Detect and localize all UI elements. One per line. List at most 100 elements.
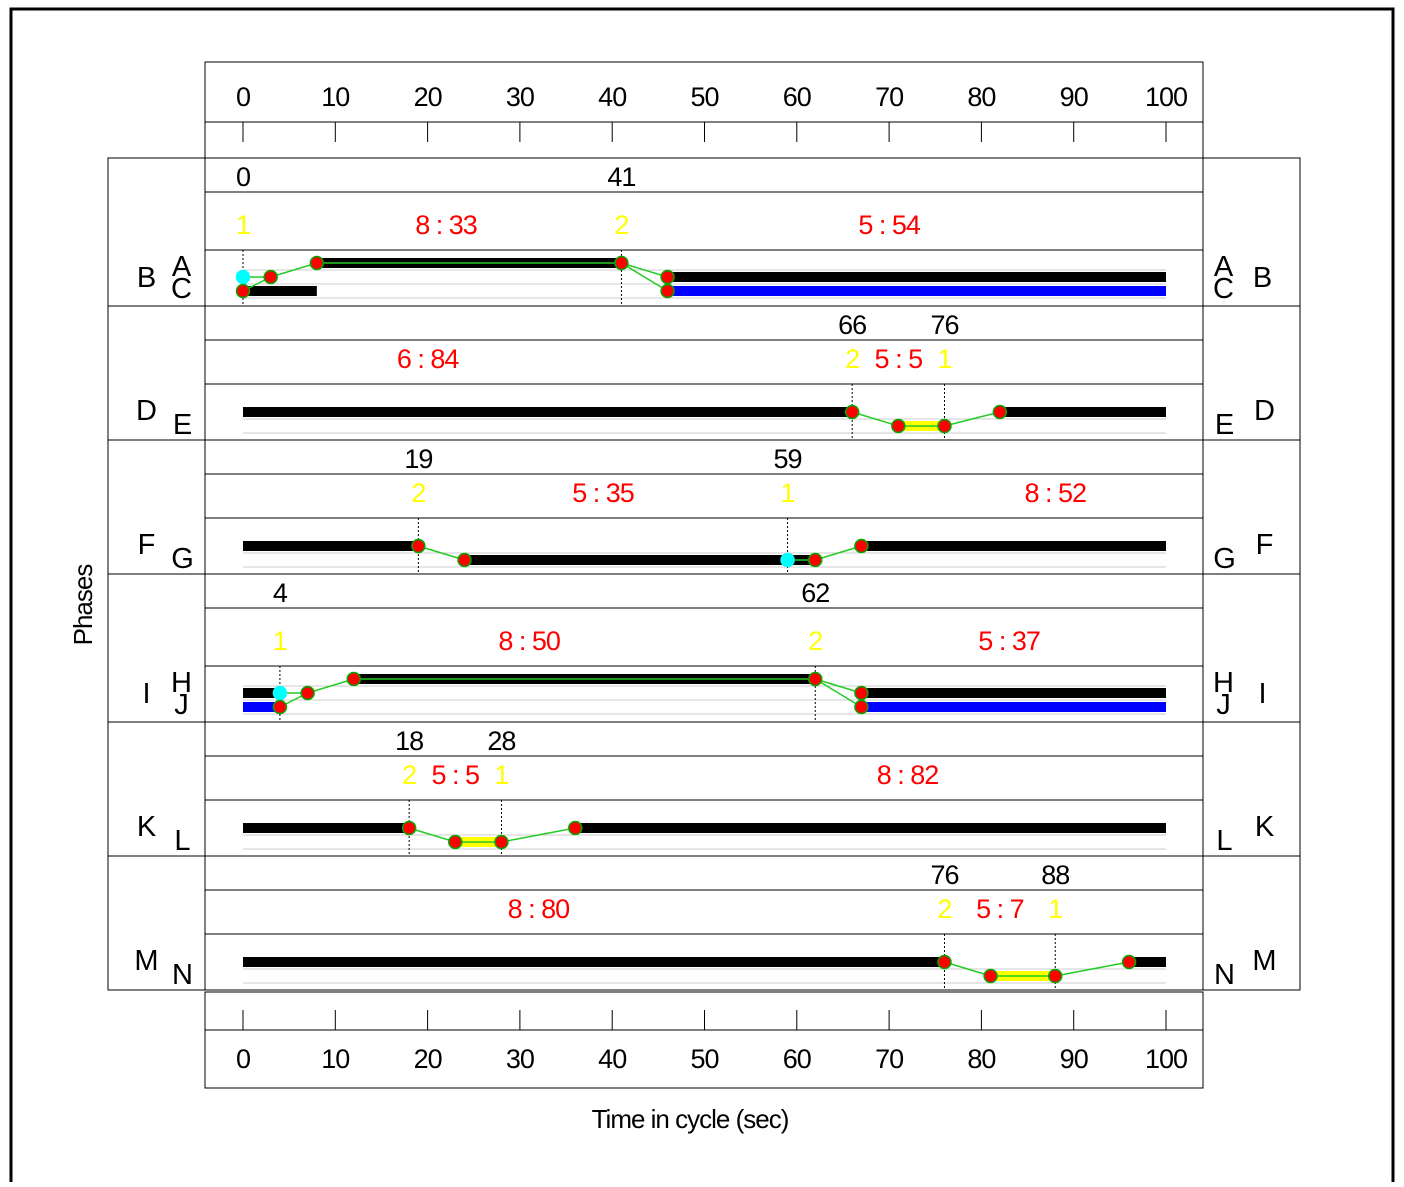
section-event-label: 5 : 5 xyxy=(432,760,480,790)
phase-bar xyxy=(667,272,1166,282)
transition-point xyxy=(660,283,675,299)
transition-point xyxy=(937,418,952,434)
transition-point xyxy=(411,538,426,554)
section-outer-frame xyxy=(107,305,1301,441)
right-group-label: M xyxy=(1252,945,1275,977)
transition-point xyxy=(235,283,251,299)
left-upper-phase-label: A xyxy=(172,251,192,283)
bottom-axis-tick-label: 90 xyxy=(1060,1044,1088,1074)
top-axis-tick-label: 20 xyxy=(414,82,442,112)
ring-section-2: 66 766 : 84 2 5 : 5 1D E E D xyxy=(107,305,1301,441)
transition-point xyxy=(808,552,823,568)
bottom-axis-tick-label: 40 xyxy=(598,1044,626,1074)
section-event-label: 5 : 5 xyxy=(875,344,923,374)
section-outer-frame xyxy=(107,439,1301,575)
section-time-label: 66 xyxy=(838,310,866,340)
section-event-label: 8 : 82 xyxy=(877,760,939,790)
transition-point xyxy=(983,968,998,984)
top-axis-tick-label: 70 xyxy=(875,82,903,112)
transition-point xyxy=(854,685,869,701)
transition-point xyxy=(854,699,869,715)
bottom-axis-tick-label: 50 xyxy=(690,1044,718,1074)
phase-bar xyxy=(861,688,1166,698)
sync-point xyxy=(235,269,251,285)
left-group-label: I xyxy=(142,678,149,710)
section-event-label: 1 xyxy=(937,344,951,374)
ring-section-6: 76 888 : 80 2 5 : 7 1M N N M xyxy=(107,855,1301,991)
left-group-label: F xyxy=(138,529,155,561)
transition-point xyxy=(854,538,869,554)
transition-point xyxy=(614,255,629,271)
section-outer-frame xyxy=(107,721,1301,857)
top-axis-tick-label: 40 xyxy=(598,82,626,112)
transition-point xyxy=(1047,968,1063,984)
bottom-axis-tick-label: 20 xyxy=(414,1044,442,1074)
left-lower-phase-label: C xyxy=(171,273,191,305)
top-axis-tick-label: 10 xyxy=(321,82,349,112)
section-time-label: 76 xyxy=(930,310,958,340)
right-group-label: K xyxy=(1255,811,1275,843)
transition-point xyxy=(263,269,278,285)
section-inner-frame xyxy=(204,305,1204,441)
section-event-label: 2 xyxy=(808,626,822,656)
section-event-label: 1 xyxy=(781,478,795,508)
bottom-axis-tick-label: 0 xyxy=(236,1044,250,1074)
section-event-label: 1 xyxy=(494,760,508,790)
section-time-label: 28 xyxy=(487,726,515,756)
section-time-label: 4 xyxy=(273,578,288,608)
phase-bar xyxy=(243,702,280,712)
right-lower-phase-label: J xyxy=(1216,689,1230,721)
left-phase-label: E xyxy=(173,409,192,441)
section-event-label: 1 xyxy=(236,210,250,240)
section-time-label: 76 xyxy=(930,860,958,890)
phase-bar xyxy=(1129,957,1166,967)
bottom-axis-tick-label: 80 xyxy=(967,1044,995,1074)
transition-point xyxy=(992,404,1008,420)
phase-bar xyxy=(999,407,1166,417)
section-outer-frame xyxy=(107,855,1301,991)
right-group-label: B xyxy=(1253,262,1271,294)
phase-bar xyxy=(243,541,419,551)
outer-frame xyxy=(9,7,1395,1187)
transition-link xyxy=(944,961,1130,977)
section-time-label: 59 xyxy=(774,444,802,474)
top-axis-ticks: 0 10 20 30 40 50 60 70 80 90 100 xyxy=(236,82,1188,142)
section-event-label: 5 : 54 xyxy=(858,210,921,240)
bottom-axis-tick-label: 60 xyxy=(783,1044,811,1074)
left-phase-label: G xyxy=(171,543,193,575)
phase-bar xyxy=(243,407,853,417)
section-inner-frame xyxy=(204,855,1204,991)
section-time-label: 19 xyxy=(404,444,432,474)
section-event-label: 2 xyxy=(937,894,951,924)
top-axis-tick-label: 90 xyxy=(1060,82,1088,112)
left-phase-label: L xyxy=(174,825,190,857)
section-event-label: 1 xyxy=(273,626,287,656)
section-event-label: 6 : 84 xyxy=(397,344,460,374)
right-upper-phase-label: H xyxy=(1213,667,1233,699)
bottom-axis-tick-label: 10 xyxy=(321,1044,349,1074)
section-event-label: 2 xyxy=(402,760,416,790)
section-time-label: 41 xyxy=(607,162,635,192)
phase-bar xyxy=(243,957,945,967)
ring-section-1: 0 411 8 : 33 2 5 : 54B ACA BC xyxy=(107,157,1301,307)
transition-point xyxy=(346,671,362,687)
phase-bar xyxy=(667,286,1166,296)
left-group-label: M xyxy=(134,945,157,977)
right-group-label: I xyxy=(1258,678,1265,710)
section-time-label: 62 xyxy=(801,578,829,608)
transition-point xyxy=(808,671,823,687)
section-event-label: 2 xyxy=(411,478,425,508)
right-phase-label: N xyxy=(1214,959,1234,991)
transition-point xyxy=(448,834,463,850)
phase-bar xyxy=(861,541,1166,551)
right-group-label: D xyxy=(1254,395,1274,427)
top-axis-tick-label: 0 xyxy=(236,82,250,112)
section-inner-frame xyxy=(204,721,1204,857)
right-upper-phase-label: A xyxy=(1214,251,1234,283)
section-event-label: 8 : 50 xyxy=(498,626,560,656)
section-event-label: 8 : 52 xyxy=(1024,478,1086,508)
section-event-label: 5 : 7 xyxy=(976,894,1024,924)
